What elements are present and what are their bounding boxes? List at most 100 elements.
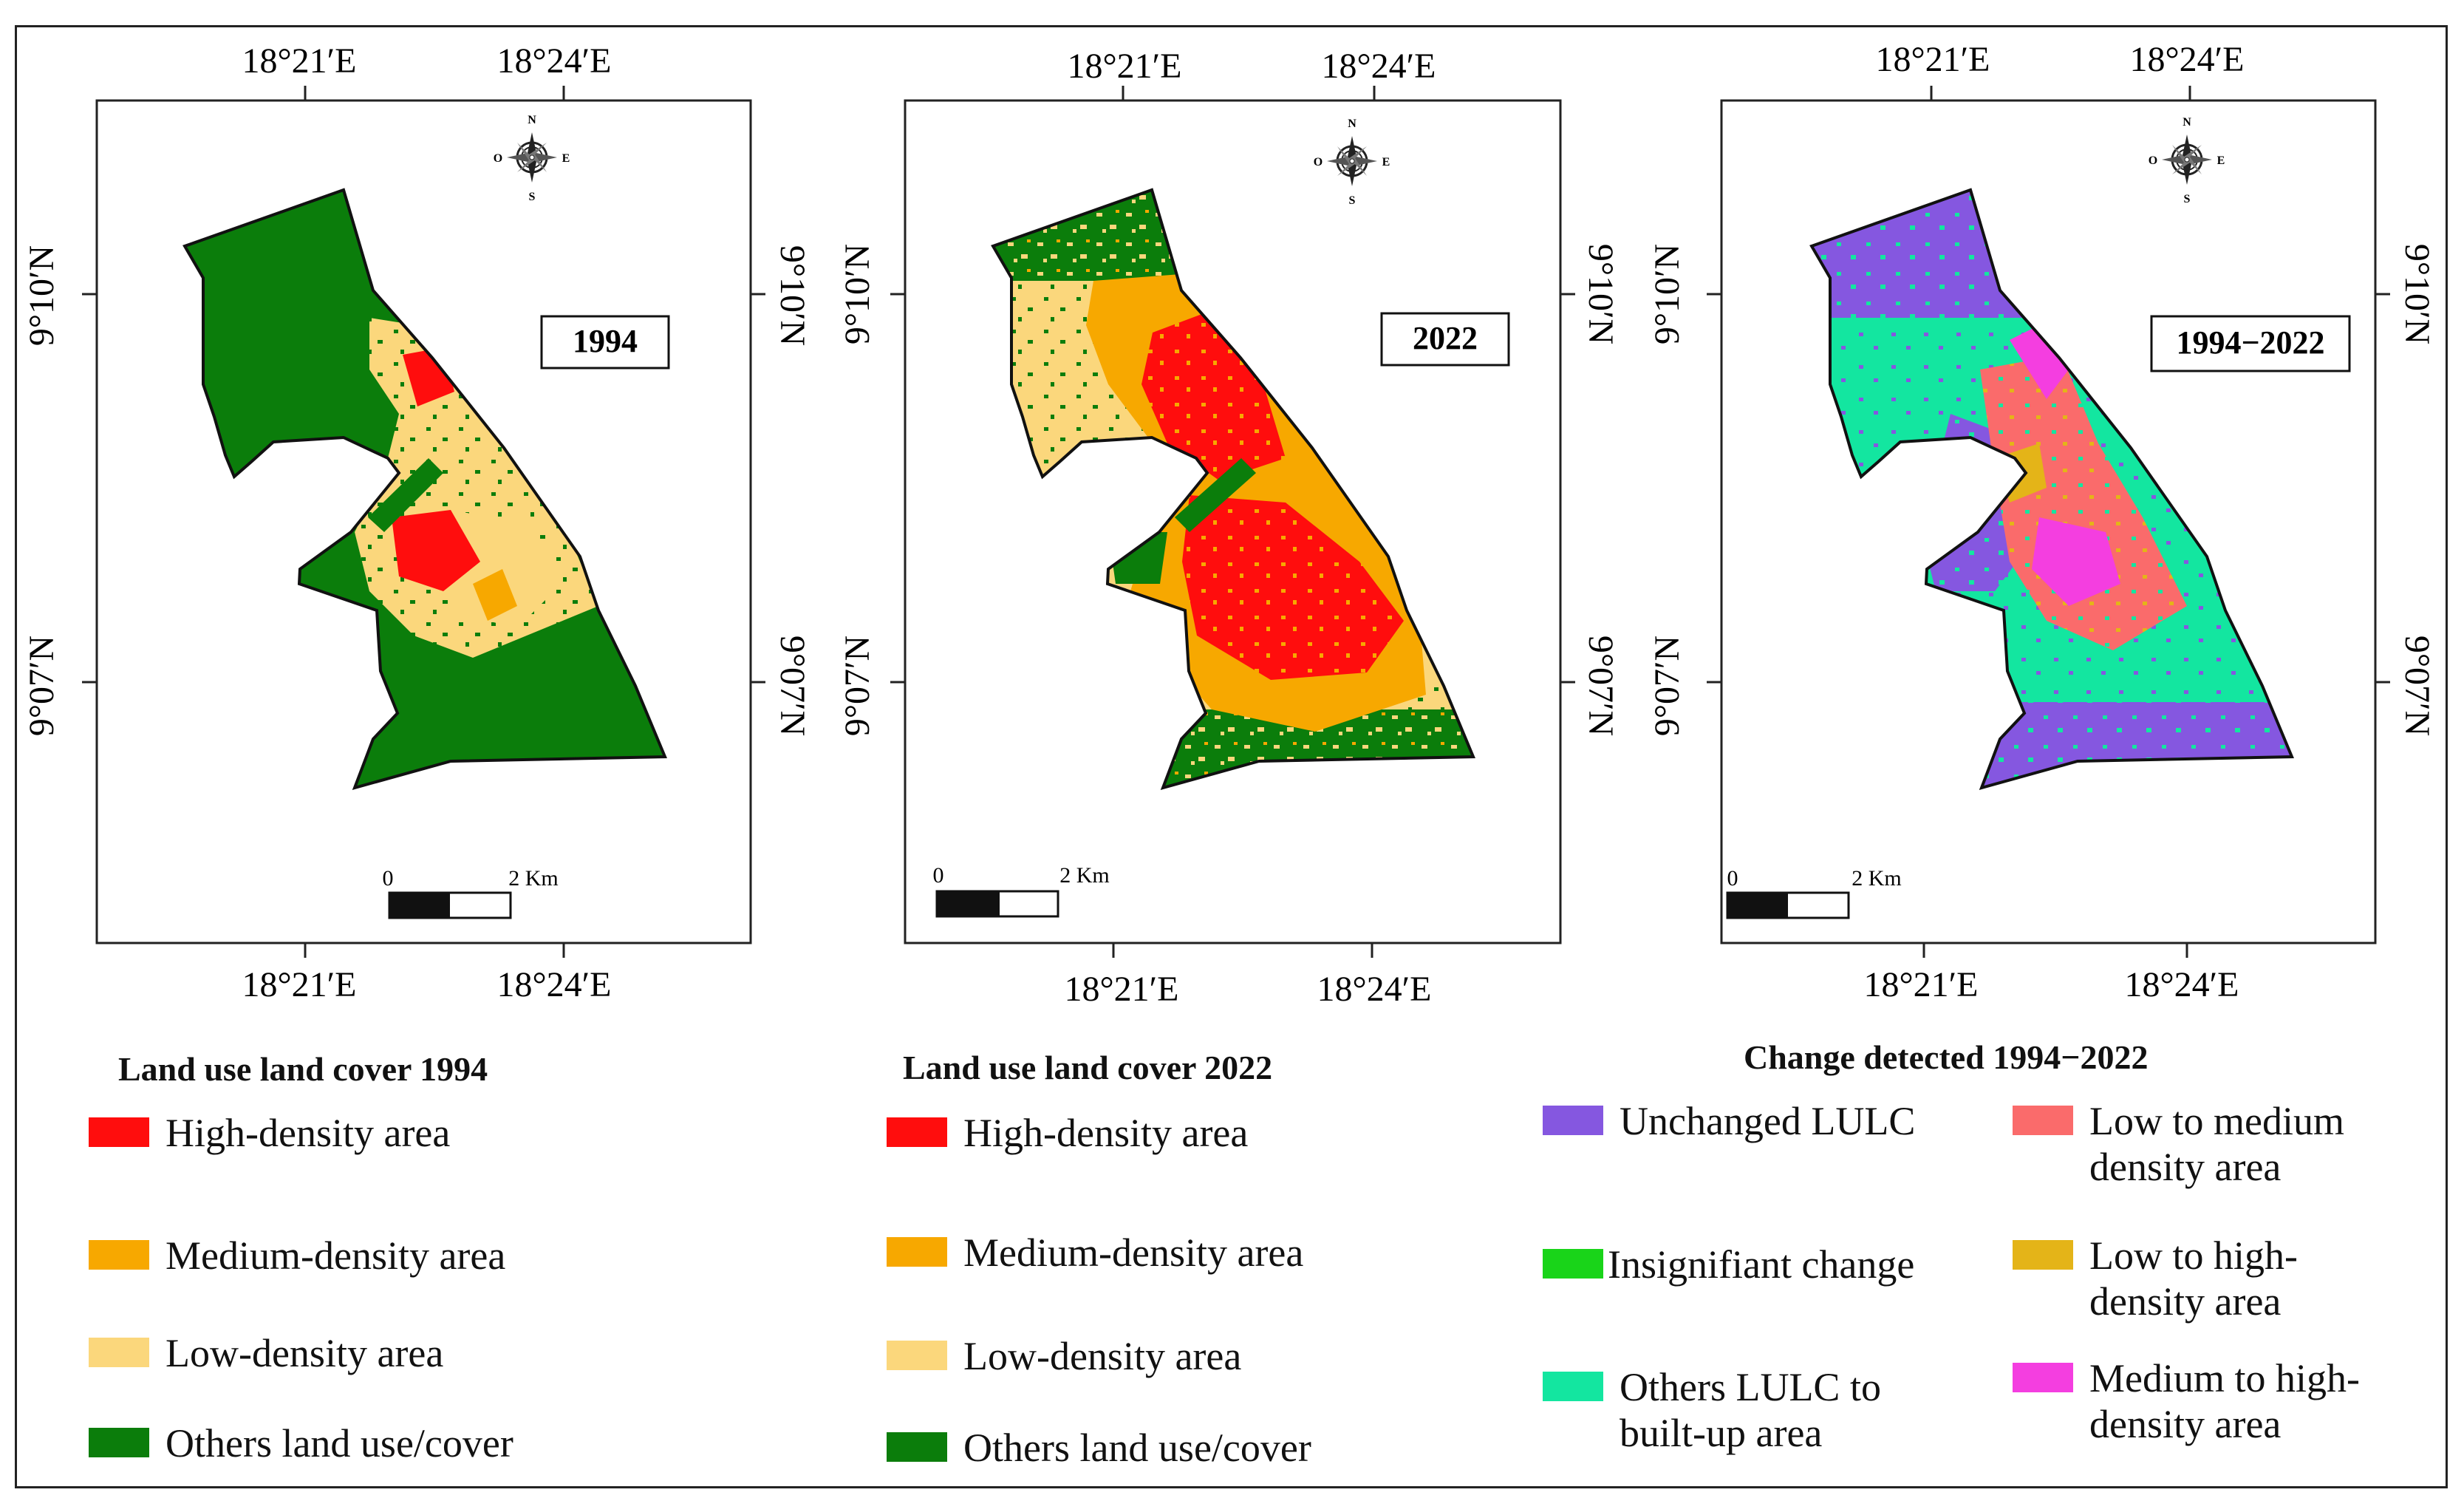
left-lat-label-1: 9°10′N [1648,244,1687,344]
swatch [887,1432,947,1462]
top-lon-label-1: 18°21′E [242,41,356,81]
top-lon-label-1: 18°21′E [1067,47,1181,86]
legend-item-low-to-medium: Low to medium density area [2013,1098,2426,1190]
legend-item-high-density: High-density area [887,1110,1248,1156]
scale-end: 2 Km [508,866,559,891]
swatch [2013,1363,2073,1392]
legend-item-others: Others land use/cover [89,1420,513,1466]
compass-south: S [1349,194,1356,207]
scale-zero: 0 [933,863,944,888]
bottom-lon-label-1: 18°21′E [1064,970,1178,1009]
legend-item-others: Others land use/cover [887,1425,1311,1471]
right-lat-label-2: 9°07′N [1581,636,1620,736]
top-lon-label-1: 18°21′E [1875,40,1990,79]
legend-title: Land use land cover 2022 [903,1049,1273,1086]
right-lat-label-1: 9°10′N [773,245,812,346]
swatch [887,1117,947,1147]
compass-north: N [1348,118,1356,130]
legend-label: Low-density area [165,1331,444,1375]
right-lat-label-1: 9°10′N [2398,244,2437,344]
legend-label: Low to high-density area [2089,1233,2298,1324]
swatch [89,1338,149,1367]
compass-north: N [528,114,536,126]
left-lat-label-1: 9°10′N [22,245,61,346]
legend-label: Low-density area [963,1334,1242,1378]
scale-bar: 0 2 Km [383,866,559,919]
scale-end: 2 Km [1059,863,1110,888]
bottom-lon-label-2: 18°24′E [2124,965,2239,1004]
right-lat-label-2: 9°07′N [2398,636,2437,736]
legend-title: Change detected 1994−2022 [1744,1038,2149,1076]
compass-east: E [1382,156,1390,168]
right-lat-label-2: 9°07′N [773,636,812,736]
legend-item-unchanged: Unchanged LULC [1543,1098,2001,1144]
top-lon-label-2: 18°24′E [496,41,611,81]
swatch [887,1341,947,1370]
map-panel-2022: 18°21′E 18°24′E 18°21′E 18°24′E 9°10′N 9… [838,47,1620,1009]
legend-label: Others land use/cover [963,1426,1311,1470]
map-panel-change: 18°21′E 18°24′E 18°21′E 18°24′E 9°10′N 9… [1648,40,2437,1004]
maps-area: 18°21′E 18°24′E 18°21′E 18°24′E 9°10′N 9… [22,40,2437,1009]
legend-item-medium-density: Medium-density area [887,1230,1303,1276]
compass-east: E [562,152,570,165]
swatch [1543,1106,1603,1135]
map-panel-1994: 18°21′E 18°24′E 18°21′E 18°24′E 9°10′N 9… [22,41,812,1004]
year-box [2150,315,2351,372]
scale-bar: 0 2 Km [933,863,1110,918]
year-label: 2022 [1413,320,1478,356]
north-arrow-icon: N S E O [1314,118,1390,207]
bottom-lon-label-1: 18°21′E [242,965,356,1004]
legend-item-low-density: Low-density area [887,1333,1241,1379]
top-lon-label-2: 18°24′E [2129,40,2244,79]
compass-west: O [2149,154,2157,167]
legend-label: Others LULC to built-up area [1620,1365,1881,1455]
bottom-lon-label-2: 18°24′E [496,965,611,1004]
year-label: 1994−2022 [2176,324,2324,361]
scale-zero: 0 [1727,866,1738,891]
legend-label: Medium to high-density area [2089,1356,2360,1446]
compass-north: N [2183,116,2191,129]
compass-south: S [529,191,536,203]
left-lat-label-2: 9°07′N [22,636,61,736]
top-lon-label-2: 18°24′E [1321,47,1436,86]
legend-label: Low to medium density area [2089,1099,2344,1189]
bottom-lon-label-2: 18°24′E [1317,970,1431,1009]
legend-item-high-density: High-density area [89,1110,450,1156]
legend-label: High-density area [963,1111,1249,1155]
legend-item-insignificant: Insignifiant change [1543,1242,2001,1287]
swatch [2013,1106,2073,1135]
left-lat-label-1: 9°10′N [838,244,877,344]
legend-item-low-to-high: Low to high-density area [2013,1233,2426,1324]
swatch [89,1240,149,1270]
compass-east: E [2217,154,2225,167]
swatch [89,1428,149,1457]
year-box [1380,312,1510,367]
scale-bar: 0 2 Km [1726,866,1902,919]
compass-west: O [1314,156,1323,168]
legend-label: Insignifiant change [1608,1242,1915,1287]
left-lat-label-2: 9°07′N [838,636,877,736]
legend-item-medium-density: Medium-density area [89,1233,505,1279]
legend-item-low-density: Low-density area [89,1330,443,1376]
legend-label: High-density area [165,1111,451,1155]
year-box [540,315,670,370]
swatch [1543,1249,1603,1279]
north-arrow-icon: N S E O [494,114,570,203]
legend-label: Medium-density area [165,1233,506,1278]
scale-zero: 0 [383,866,394,891]
legend-label: Unchanged LULC [1620,1099,1916,1143]
swatch [887,1237,947,1267]
legend-item-medium-to-high: Medium to high-density area [2013,1355,2426,1447]
left-lat-label-2: 9°07′N [1648,636,1687,736]
figure-frame [15,25,2448,1488]
right-lat-label-1: 9°10′N [1581,244,1620,344]
north-arrow-icon: N S E O [2149,116,2225,205]
compass-south: S [2184,193,2191,205]
compass-west: O [494,152,502,165]
legend-title: Land use land cover 1994 [118,1050,488,1088]
swatch [1543,1372,1603,1401]
legend-label: Medium-density area [963,1230,1304,1275]
legend-label: Others land use/cover [165,1421,513,1465]
legend-item-others-to-builtup: Others LULC to built-up area [1543,1364,1986,1456]
year-label: 1994 [573,323,638,359]
